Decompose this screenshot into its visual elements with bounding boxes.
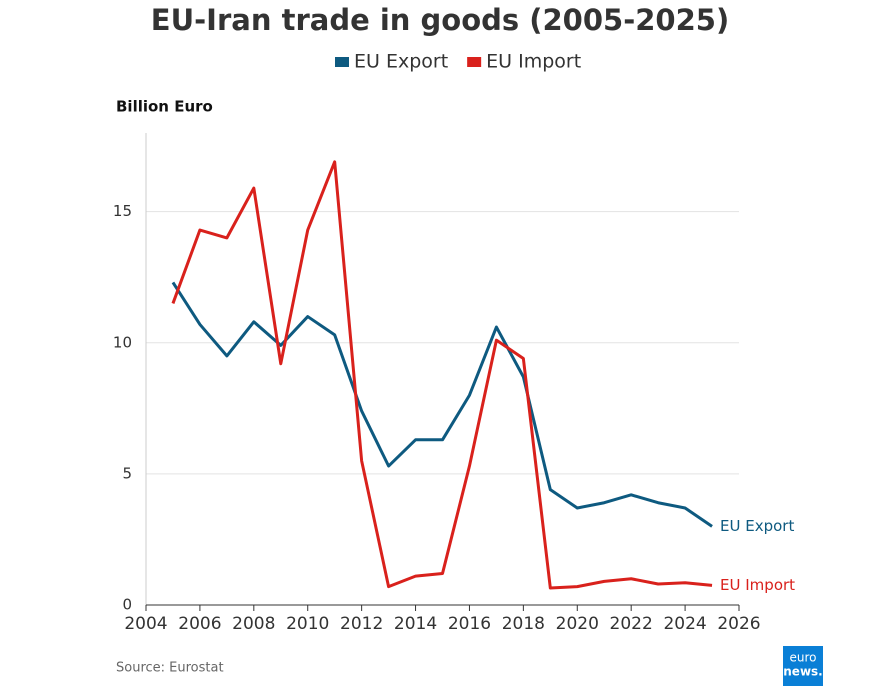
x-tick-label: 2010 — [286, 614, 329, 634]
end-label: EU Export — [720, 517, 794, 535]
chart-title: EU-Iran trade in goods (2005-2025) — [151, 3, 729, 37]
y-tick-label: 5 — [122, 464, 132, 482]
y-tick-label: 15 — [113, 202, 132, 220]
legend-label: EU Export — [354, 51, 448, 73]
legend-label: EU Import — [486, 51, 581, 73]
x-tick-label: 2012 — [340, 614, 383, 634]
x-tick-label: 2014 — [394, 614, 437, 634]
series-line — [171, 281, 713, 528]
x-tick-label: 2024 — [663, 614, 706, 634]
x-tick-label: 2022 — [610, 614, 653, 634]
legend-swatch — [467, 57, 482, 67]
legend: EU Export EU Import — [335, 51, 581, 73]
x-tick-label: 2020 — [556, 614, 599, 634]
x-tick-label: 2008 — [232, 614, 275, 634]
x-tick-label: 2018 — [502, 614, 545, 634]
x-tick-label: 2006 — [178, 614, 221, 634]
x-tick-label: 2004 — [124, 614, 167, 634]
logo-text: news. — [783, 665, 822, 679]
source: Source: Eurostat — [116, 661, 224, 676]
logo-text: euro — [790, 651, 817, 665]
end-label: EU Import — [720, 576, 795, 594]
logo-box — [783, 646, 823, 686]
y-axis-label: Billion Euro — [116, 98, 213, 116]
y-tick-label: 10 — [113, 333, 132, 351]
x-tick-label: 2026 — [717, 614, 760, 634]
legend-swatch — [335, 57, 349, 67]
x-tick-label: 2016 — [448, 614, 491, 634]
y-tick-label: 0 — [122, 596, 132, 614]
series-line — [171, 160, 713, 590]
